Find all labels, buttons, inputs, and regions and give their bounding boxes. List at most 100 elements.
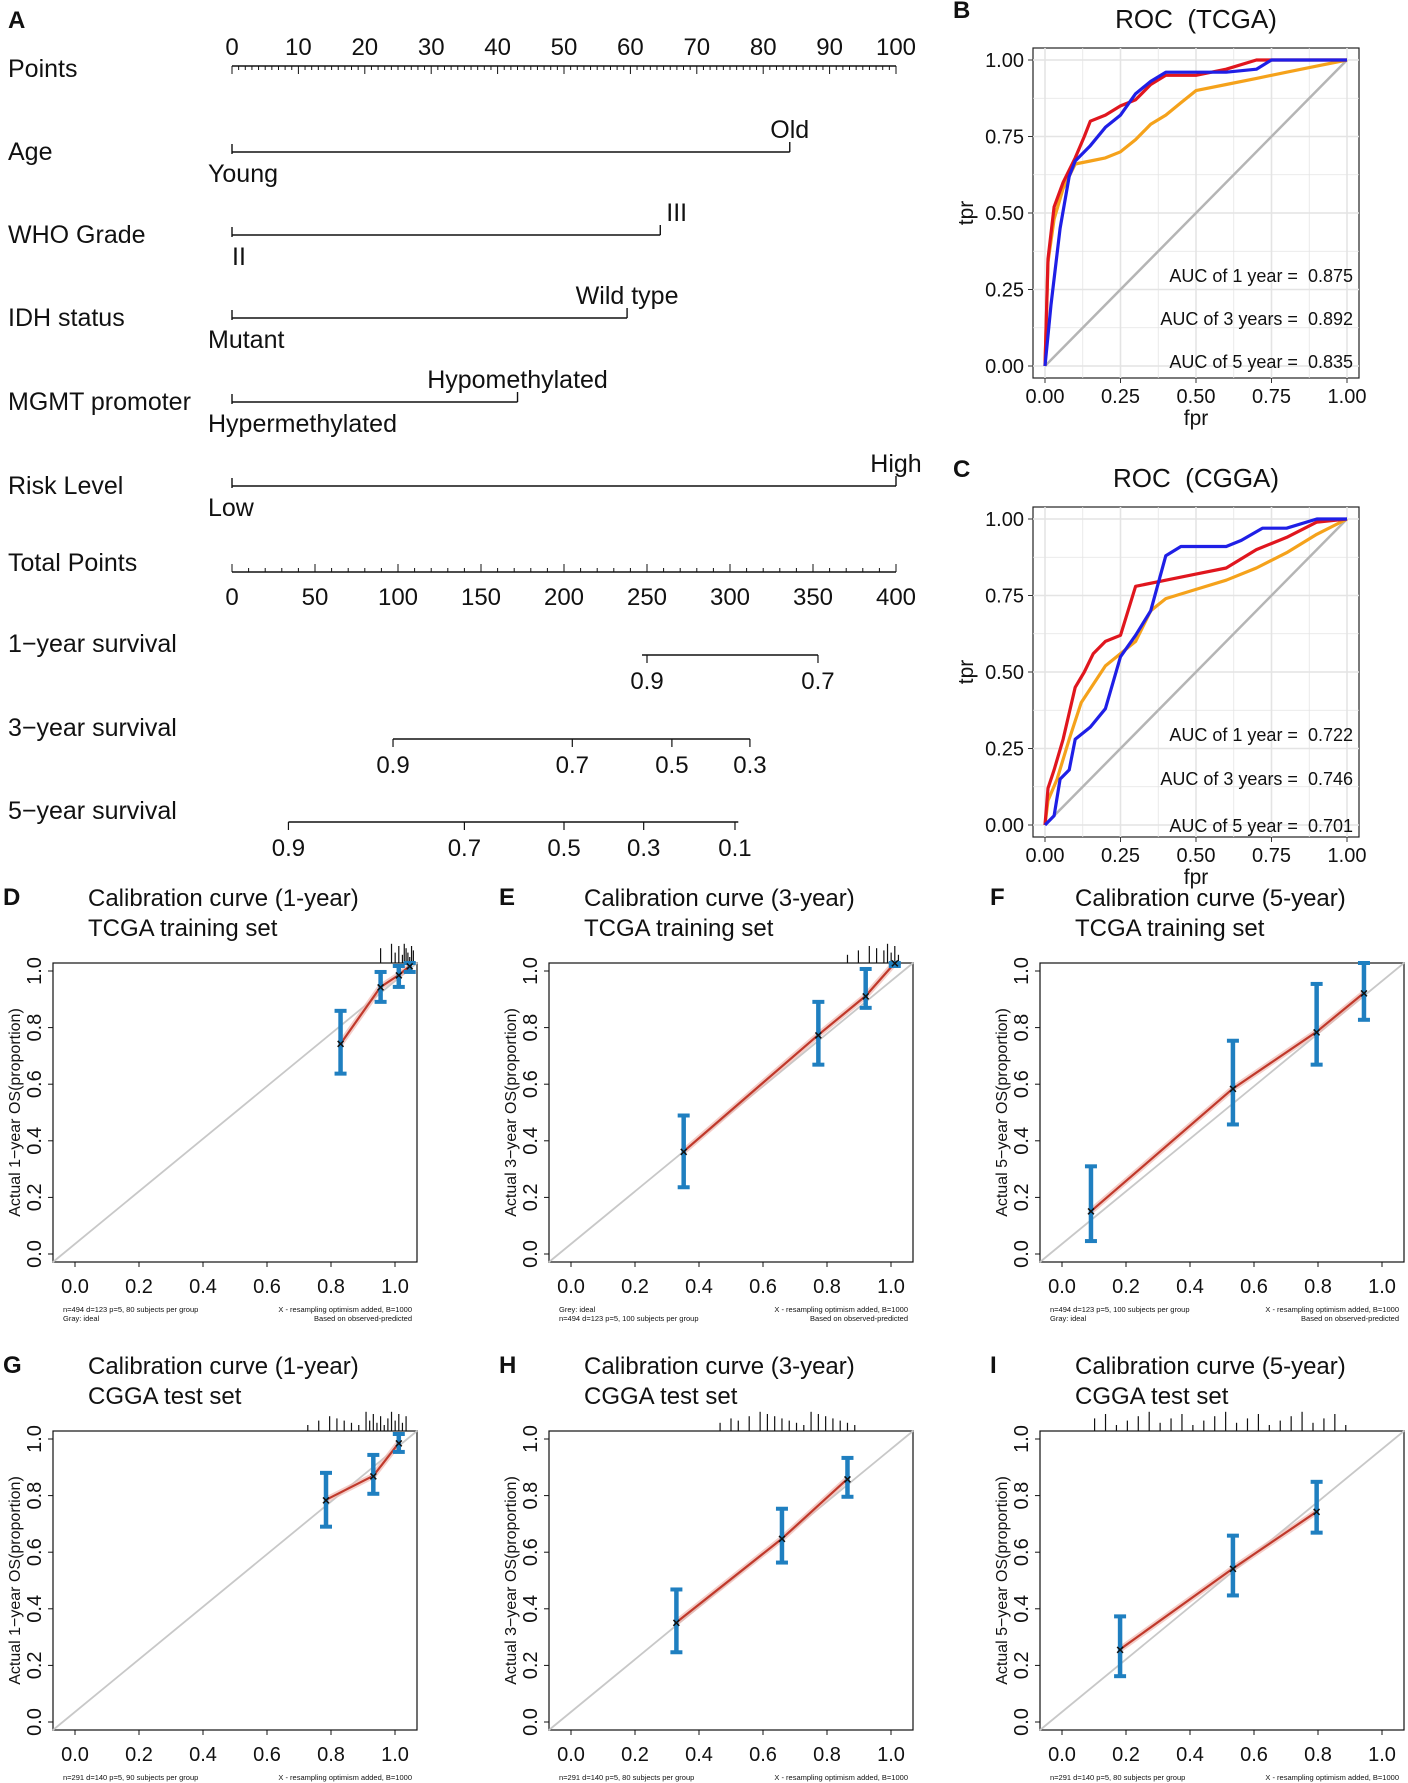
y-tick-label: 0.6 <box>24 1070 46 1098</box>
variable-low-label: Young <box>208 160 278 188</box>
calibration-3yr-tcga-panel: E Calibration curve (3-year) TCGA training… <box>499 884 914 1323</box>
panel-label: F <box>990 884 1005 911</box>
y-tick-label: 0.8 <box>520 1014 542 1042</box>
y-tick-label: 0.8 <box>520 1482 542 1510</box>
y-tick-label: 0.00 <box>985 815 1024 837</box>
x-tick-label: 0.6 <box>749 1276 777 1298</box>
total-points-title: Total Points <box>8 549 137 577</box>
x-tick-label: 0.2 <box>125 1276 153 1298</box>
chart-subtitle: CGGA test set <box>88 1383 242 1410</box>
points-tick-label: 0 <box>225 34 238 61</box>
x-tick-label: 0.25 <box>1101 386 1140 408</box>
panel-label: H <box>499 1352 516 1379</box>
auc-label: AUC of 1 year = 0.722 <box>1169 725 1353 745</box>
y-tick-label: 1.00 <box>985 50 1024 72</box>
chart-title: Calibration curve (5-year) <box>1075 885 1346 912</box>
variable-low-label: Hypermethylated <box>208 410 397 438</box>
x-tick-label: 0.4 <box>685 1744 713 1766</box>
x-tick-label: 0.6 <box>749 1744 777 1766</box>
calibration-point: × <box>778 1531 786 1547</box>
y-axis-label: tpr <box>955 660 978 685</box>
y-tick-label: 0.75 <box>985 127 1024 149</box>
points-tick-label: 70 <box>683 34 710 61</box>
y-tick-label: 0.8 <box>24 1014 46 1042</box>
footnote-left: n=494 d=123 p=5, 100 subjects per group <box>559 1314 699 1323</box>
x-tick-label: 0.50 <box>1177 386 1216 408</box>
y-tick-label: 0.25 <box>985 739 1024 761</box>
x-tick-label: 1.0 <box>1368 1276 1396 1298</box>
calibration-1yr-tcga-panel: D Calibration curve (1-year) TCGA training… <box>3 884 418 1323</box>
survival-tick-label: 0.5 <box>655 752 688 779</box>
survival-tick-label: 0.3 <box>733 752 766 779</box>
footnote-left: n=291 d=140 p=5, 80 subjects per group <box>559 1773 694 1782</box>
survival-tick-label: 0.1 <box>718 835 751 862</box>
x-tick-label: 0.4 <box>1176 1276 1204 1298</box>
points-tick-label: 100 <box>876 34 916 61</box>
y-tick-label: 0.0 <box>24 1708 46 1736</box>
panel-label: C <box>953 456 970 483</box>
calibration-point: × <box>322 1492 330 1508</box>
points-tick-label: 80 <box>750 34 777 61</box>
x-tick-label: 0.0 <box>1048 1276 1076 1298</box>
panel-label: A <box>8 7 25 34</box>
total-points-tick-label: 150 <box>461 584 501 611</box>
x-axis-label: fpr <box>1184 407 1209 430</box>
y-axis-label: Actual 3−year OS(proportion) <box>503 1476 520 1685</box>
y-tick-label: 0.6 <box>520 1070 542 1098</box>
x-tick-label: 0.2 <box>1112 1744 1140 1766</box>
calibration-point: × <box>1313 1024 1321 1040</box>
total-points-tick-label: 400 <box>876 584 916 611</box>
y-axis-label: tpr <box>955 201 978 226</box>
y-tick-label: 0.2 <box>520 1183 542 1211</box>
y-tick-label: 1.0 <box>520 1425 542 1453</box>
survival-row-title: 5−year survival <box>8 797 177 825</box>
calibration-point: × <box>891 955 899 971</box>
y-tick-label: 0.50 <box>985 662 1024 684</box>
total-points-tick-label: 350 <box>793 584 833 611</box>
reference-diagonal <box>1044 518 1348 826</box>
variable-high-label: High <box>870 450 921 478</box>
y-tick-label: 0.8 <box>1011 1482 1033 1510</box>
x-tick-label: 0.00 <box>1026 845 1065 867</box>
calibration-5yr-cgga-panel: I Calibration curve (5-year) CGGA test set… <box>990 1352 1405 1783</box>
footnote-right: X - resampling optimism added, B=1000 <box>774 1773 908 1782</box>
y-tick-label: 0.50 <box>985 203 1024 225</box>
calibration-point: × <box>336 1036 344 1052</box>
x-tick-label: 0.50 <box>1177 845 1216 867</box>
x-tick-label: 0.75 <box>1252 386 1291 408</box>
total-points-tick-label: 100 <box>378 584 418 611</box>
y-tick-label: 0.4 <box>24 1127 46 1155</box>
x-tick-label: 0.6 <box>1240 1744 1268 1766</box>
footnote-left: n=291 d=140 p=5, 80 subjects per group <box>1050 1773 1185 1782</box>
x-tick-label: 0.2 <box>621 1276 649 1298</box>
x-tick-label: 0.8 <box>813 1744 841 1766</box>
footnote-right: Based on observed-predicted <box>314 1314 412 1323</box>
points-tick-label: 50 <box>551 34 578 61</box>
variable-high-label: III <box>666 199 687 227</box>
x-tick-label: 0.0 <box>557 1744 585 1766</box>
y-tick-label: 0.0 <box>24 1240 46 1268</box>
y-tick-label: 1.0 <box>24 1425 46 1453</box>
survival-tick-label: 0.9 <box>630 668 663 695</box>
y-tick-label: 0.6 <box>1011 1070 1033 1098</box>
auc-label: AUC of 3 years = 0.892 <box>1160 309 1353 329</box>
y-tick-label: 0.4 <box>1011 1127 1033 1155</box>
x-tick-label: 0.2 <box>125 1744 153 1766</box>
x-tick-label: 0.6 <box>253 1744 281 1766</box>
survival-row-title: 1−year survival <box>8 630 177 658</box>
y-tick-label: 1.0 <box>24 957 46 985</box>
x-tick-label: 0.0 <box>557 1276 585 1298</box>
chart-title: Calibration curve (1-year) <box>88 885 359 912</box>
footnote-left: n=291 d=140 p=5, 90 subjects per group <box>63 1773 198 1782</box>
calibration-point: × <box>680 1143 688 1159</box>
y-axis-label: Actual 3−year OS(proportion) <box>503 1008 520 1217</box>
x-tick-label: 0.2 <box>1112 1276 1140 1298</box>
auc-label: AUC of 5 year = 0.835 <box>1169 352 1353 372</box>
y-tick-label: 1.0 <box>1011 1425 1033 1453</box>
chart-subtitle: TCGA training set <box>88 915 278 942</box>
x-tick-label: 1.0 <box>381 1276 409 1298</box>
calibration-point: × <box>1229 1561 1237 1577</box>
points-tick-label: 10 <box>285 34 312 61</box>
variable-high-label: Wild type <box>576 282 679 310</box>
x-tick-label: 0.8 <box>1304 1744 1332 1766</box>
